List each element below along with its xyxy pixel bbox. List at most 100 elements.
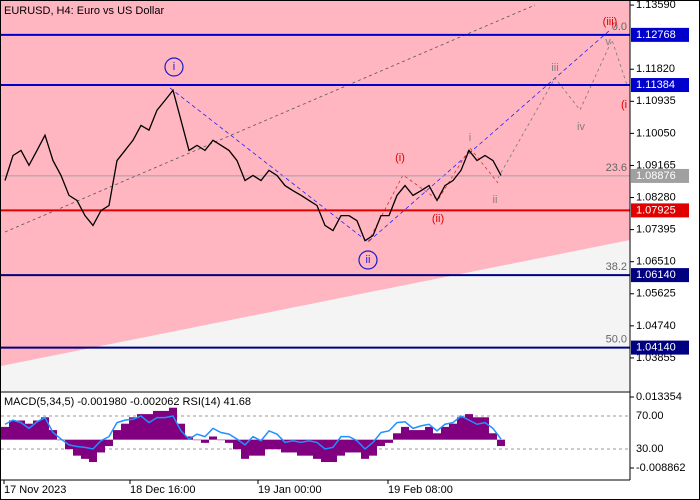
macd-bar (433, 433, 441, 440)
macd-bar (297, 439, 305, 456)
level-box (631, 203, 689, 218)
wave-label: (ii) (432, 213, 444, 225)
fib-label: 23.6 (606, 162, 627, 174)
chart-title: EURUSD, H4: Euro vs US Dollar (4, 5, 164, 17)
y-tick-label: 1.06510 (636, 256, 676, 268)
rsi-line (4, 415, 502, 451)
level-box (631, 168, 689, 183)
macd-bar (401, 426, 409, 440)
macd-bar (113, 430, 121, 440)
macd-bar (73, 439, 81, 456)
macd-bar (89, 439, 97, 463)
macd-bar (441, 426, 449, 440)
trend-line (4, 4, 536, 233)
macd-bar (241, 439, 249, 459)
macd-bar (337, 439, 345, 456)
x-tick-label: 17 Nov 2023 (4, 484, 66, 496)
macd-bar (193, 439, 201, 441)
levels (1, 33, 630, 349)
macd-bar (249, 439, 257, 456)
y-tick-label: 1.09165 (636, 159, 676, 171)
level-box (631, 78, 689, 93)
macd-bar (497, 439, 505, 447)
macd-bar (457, 417, 465, 440)
macd-bar (481, 417, 489, 440)
macd-bar (353, 439, 361, 453)
wave-circle (358, 250, 378, 270)
level-box (631, 268, 689, 283)
level-label: 1.12768 (636, 29, 676, 41)
macd-bar (81, 439, 89, 459)
wave-label: i (173, 61, 175, 73)
macd-bar (385, 439, 393, 443)
fib-label: 50.0 (606, 333, 627, 345)
y-tick-label: 70.00 (636, 410, 664, 422)
macd-bar (145, 414, 153, 440)
macd-bar (449, 423, 457, 440)
wave-circle (164, 57, 184, 77)
macd-bar (289, 439, 297, 453)
macd-bar (313, 439, 321, 459)
indicator-area (1, 393, 630, 479)
macd-bar (153, 410, 161, 440)
y-tick-label: 1.11820 (636, 63, 675, 75)
y-tick-label: 1.10935 (636, 95, 676, 107)
level-label: 1.04140 (636, 341, 676, 353)
macd-bar (137, 414, 145, 440)
wave-label: iii (551, 62, 558, 74)
macd-bar (305, 439, 313, 456)
macd-bar (233, 439, 241, 450)
y-tick-label: 1.04740 (636, 320, 676, 332)
macd-bar (409, 430, 417, 440)
macd-bar (49, 430, 57, 440)
macd-bar (201, 439, 209, 443)
level-box (631, 340, 689, 355)
projection-line (497, 38, 628, 179)
level-label: 1.11384 (636, 79, 675, 91)
macd-bar (321, 439, 329, 463)
wave-label: i (469, 132, 471, 144)
macd-bar (281, 439, 289, 453)
wave-label: (iii) (603, 16, 618, 28)
macd-bar (25, 423, 33, 440)
macd-bar (169, 407, 177, 440)
wave-line (169, 29, 611, 243)
macd-bar (129, 417, 137, 440)
y-tick-label: 1.08280 (636, 191, 676, 203)
macd-bar (105, 439, 113, 447)
macd-bar (345, 439, 353, 453)
macd-bar (369, 439, 377, 456)
macd-bar (33, 420, 41, 440)
y-tick-label: -0.008862 (636, 462, 686, 474)
macd-bar (417, 430, 425, 440)
y-tick-label: 1.13590 (636, 0, 676, 11)
price-line (4, 88, 502, 242)
macd-bar (425, 426, 433, 440)
macd-bar (41, 417, 49, 440)
macd-bar (473, 417, 481, 440)
y-tick-label: 30.00 (636, 443, 664, 455)
macd-bar (9, 420, 17, 440)
macd-bar (489, 433, 497, 440)
macd-bar (393, 433, 401, 440)
wave-label: ii (366, 254, 371, 266)
y-tick-label: 1.03855 (636, 352, 676, 364)
macd-bar (377, 439, 385, 447)
macd-bar (465, 414, 473, 440)
macd-bar (209, 436, 217, 440)
macd-bar (257, 439, 265, 456)
wave-label: ii (493, 194, 498, 206)
y-tick-label: 1.10050 (636, 127, 676, 139)
level-label: 1.06140 (636, 269, 676, 281)
macd-bar (97, 439, 105, 453)
macd-bar (17, 420, 25, 440)
macd-bar (225, 439, 233, 443)
y-tick-label: 0.013354 (636, 391, 682, 403)
macd-bar (121, 423, 129, 440)
macd-bar (273, 439, 281, 450)
fib-label: 0.0 (612, 21, 627, 33)
y-tick-label: 1.07395 (636, 224, 676, 236)
level-label: 1.08876 (636, 170, 676, 182)
wave-label: (i (621, 99, 627, 111)
